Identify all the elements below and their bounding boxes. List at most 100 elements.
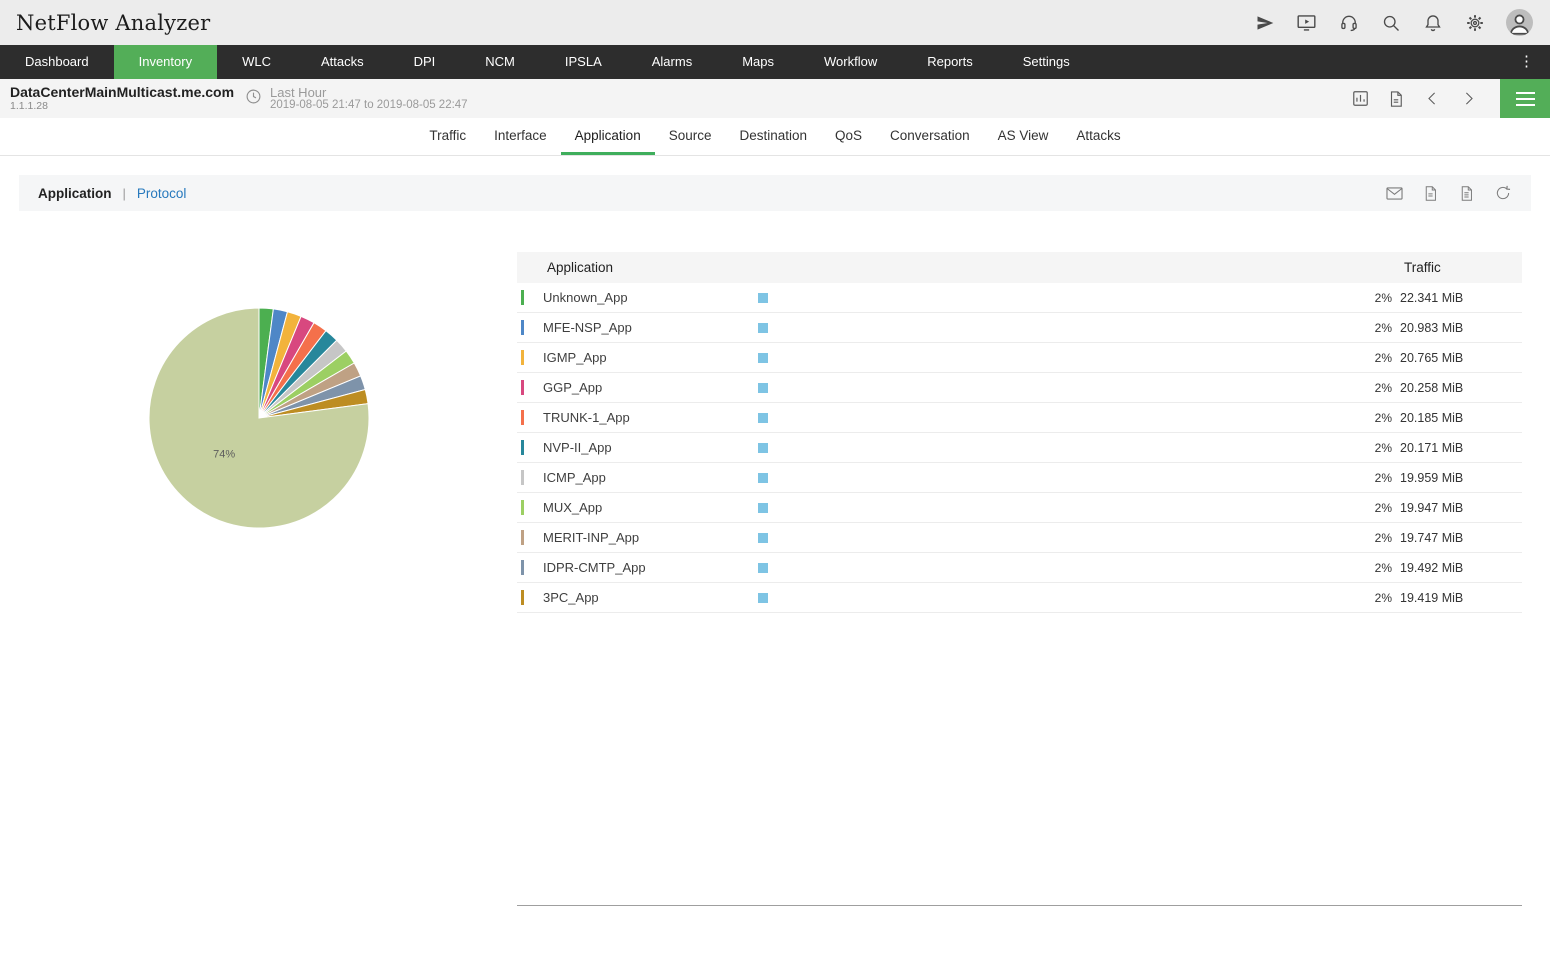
traffic-value: 20.258 MiB (1400, 380, 1464, 395)
nav-item-dashboard[interactable]: Dashboard (25, 54, 89, 69)
traffic-percent: 2% (1374, 560, 1392, 575)
row-color-bar (521, 290, 524, 305)
traffic-bar (758, 382, 768, 393)
report-tab-conversation[interactable]: Conversation (890, 128, 970, 143)
screen-share-icon[interactable] (1296, 12, 1317, 33)
device-header-actions (1350, 79, 1550, 118)
report-tab-qos[interactable]: QoS (835, 128, 863, 143)
nav-item-reports[interactable]: Reports (927, 54, 973, 69)
report-icon[interactable] (1350, 89, 1370, 109)
report-tab-source[interactable]: Source (668, 128, 712, 143)
menu-icon[interactable] (1500, 79, 1550, 118)
nav-item-inventory[interactable]: Inventory (113, 45, 218, 79)
app-name: GGP_App (543, 380, 603, 395)
nav-overflow-icon[interactable]: ⋮ (1519, 53, 1534, 70)
traffic-bar (758, 412, 768, 423)
notifications-icon[interactable] (1422, 12, 1443, 33)
table-row: MUX_App 2% 19.947 MiB (517, 493, 1522, 523)
traffic-percent: 2% (1374, 290, 1392, 305)
chevron-right-icon[interactable] (1458, 89, 1478, 109)
table-row: IGMP_App 2% 20.765 MiB (517, 343, 1522, 373)
table-row: ICMP_App 2% 19.959 MiB (517, 463, 1522, 493)
main-nav: Dashboard Inventory WLC Attacks DPI NCM IPSLA A… (0, 45, 1550, 79)
column-header-traffic: Traffic (1404, 260, 1441, 275)
pie-chart: 74% (144, 303, 374, 533)
traffic-percent: 2% (1374, 320, 1392, 335)
refresh-icon[interactable] (1493, 184, 1512, 203)
nav-item-ncm[interactable]: NCM (485, 54, 515, 69)
nav-item-ipsla[interactable]: IPSLA (564, 54, 602, 69)
table-row: NVP-II_App 2% 20.171 MiB (517, 433, 1522, 463)
nav-item-attacks[interactable]: Attacks (320, 54, 364, 69)
device-ip: 1.1.1.28 (10, 100, 48, 112)
device-info: DataCenterMainMulticast.me.com 1.1.1.28 (0, 84, 235, 113)
column-header-application: Application (547, 260, 614, 275)
pie-slice-label: 74% (213, 449, 235, 461)
table-row: Unknown_App 2% 22.341 MiB (517, 283, 1522, 313)
csv-export-icon[interactable] (1457, 184, 1476, 203)
app-name: TRUNK-1_App (543, 410, 630, 425)
time-period-label: Last Hour (270, 84, 327, 100)
app-name: MUX_App (543, 500, 603, 515)
toolbar-separator: | (122, 185, 126, 201)
headset-icon[interactable] (1338, 12, 1359, 33)
chevron-left-icon[interactable] (1422, 89, 1442, 109)
report-toolbar: Application | Protocol (19, 175, 1531, 211)
traffic-percent: 2% (1374, 530, 1392, 545)
traffic-value: 20.765 MiB (1400, 350, 1464, 365)
table-bottom-border (517, 905, 1522, 906)
app-table-body: Unknown_App 2% 22.341 MiB MFE-NSP_App 2% 20.9… (517, 283, 1522, 613)
app-name: Unknown_App (543, 290, 628, 305)
clock-icon (245, 88, 262, 110)
traffic-percent: 2% (1374, 500, 1392, 515)
nav-item-workflow[interactable]: Workflow (824, 54, 878, 69)
app-name: IGMP_App (543, 350, 607, 365)
row-color-bar (521, 590, 524, 605)
pdf-export-icon[interactable] (1421, 184, 1440, 203)
email-icon[interactable] (1385, 184, 1404, 203)
time-period[interactable]: Last Hour 2019-08-05 21:47 to 2019-08-05… (245, 86, 468, 112)
nav-item-alarms[interactable]: Alarms (651, 54, 693, 69)
table-row: IDPR-CMTP_App 2% 19.492 MiB (517, 553, 1522, 583)
traffic-percent: 2% (1374, 350, 1392, 365)
traffic-bar (758, 442, 768, 453)
row-color-bar (521, 560, 524, 575)
application-table: Application Traffic Unknown_App 2% 22.341 … (517, 252, 1522, 613)
report-tab-destination[interactable]: Destination (739, 128, 808, 143)
traffic-value: 20.983 MiB (1400, 320, 1464, 335)
nav-item-settings[interactable]: Settings (1022, 54, 1070, 69)
row-color-bar (521, 440, 524, 455)
settings-icon[interactable] (1464, 12, 1485, 33)
pie-chart-svg: 74% (148, 307, 370, 529)
app-name: NVP-II_App (543, 440, 612, 455)
pdf-icon[interactable] (1386, 89, 1406, 109)
top-icons (1254, 9, 1533, 36)
report-tab-as-view[interactable]: AS View (997, 128, 1049, 143)
traffic-percent: 2% (1374, 380, 1392, 395)
nav-item-maps[interactable]: Maps (742, 54, 774, 69)
application-view-toggle[interactable]: Application (38, 185, 112, 201)
nav-item-dpi[interactable]: DPI (413, 54, 436, 69)
user-avatar[interactable] (1506, 9, 1533, 36)
search-icon[interactable] (1380, 12, 1401, 33)
report-tab-application[interactable]: Application (560, 118, 655, 155)
app-title: NetFlow Analyzer (16, 10, 211, 35)
nav-item-wlc[interactable]: WLC (242, 54, 271, 69)
traffic-value: 19.419 MiB (1400, 590, 1464, 605)
row-color-bar (521, 320, 524, 335)
traffic-value: 19.947 MiB (1400, 500, 1464, 515)
traffic-bar (758, 292, 768, 303)
traffic-bar (758, 352, 768, 363)
device-header: DataCenterMainMulticast.me.com 1.1.1.28 … (0, 79, 1550, 118)
traffic-percent: 2% (1374, 590, 1392, 605)
toolbar-actions (1385, 184, 1512, 203)
protocol-view-toggle[interactable]: Protocol (136, 185, 187, 201)
row-color-bar (521, 530, 524, 545)
app-name: 3PC_App (543, 590, 599, 605)
send-icon[interactable] (1254, 12, 1275, 33)
traffic-value: 22.341 MiB (1400, 290, 1464, 305)
report-tab-interface[interactable]: Interface (494, 128, 547, 143)
traffic-percent: 2% (1374, 410, 1392, 425)
report-tab-attacks[interactable]: Attacks (1076, 128, 1121, 143)
report-tab-traffic[interactable]: Traffic (429, 128, 467, 143)
